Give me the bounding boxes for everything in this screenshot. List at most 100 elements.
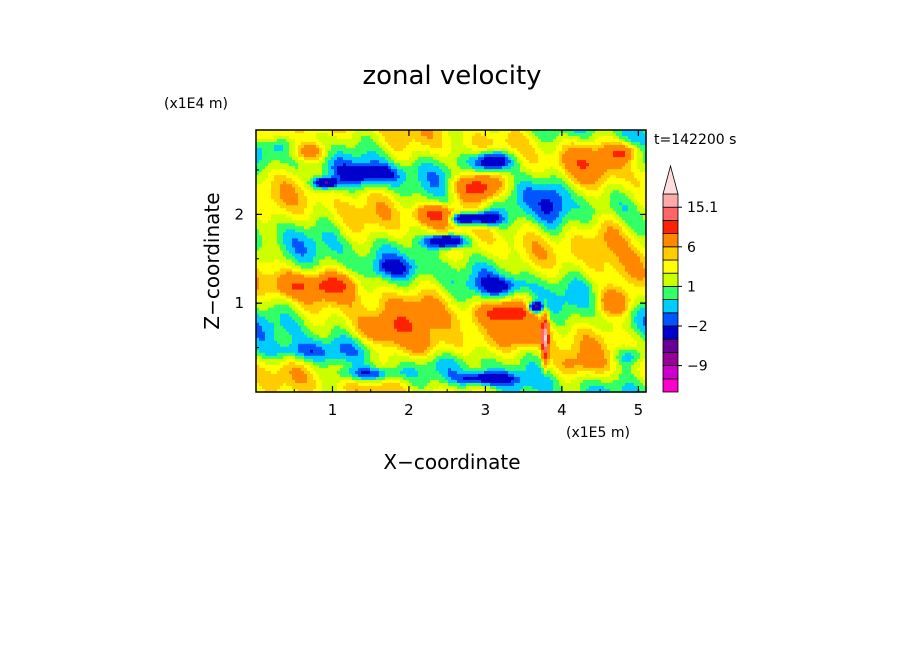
- field-cell: [304, 130, 308, 134]
- field-cell: [442, 148, 446, 152]
- field-cell: [343, 199, 347, 203]
- field-cell: [511, 193, 515, 197]
- field-cell: [424, 148, 428, 152]
- field-cell: [457, 145, 461, 149]
- field-cell: [448, 172, 452, 176]
- field-cell: [562, 220, 566, 224]
- field-cell: [403, 226, 407, 230]
- field-cell: [517, 226, 521, 230]
- field-cell: [499, 175, 503, 179]
- field-cell: [313, 133, 317, 137]
- field-cell: [271, 169, 275, 173]
- field-cell: [349, 157, 353, 161]
- field-cell: [385, 172, 389, 176]
- field-cell: [358, 169, 362, 173]
- field-cell: [493, 136, 497, 140]
- field-cell: [448, 139, 452, 143]
- field-cell: [313, 211, 317, 215]
- field-cell: [514, 223, 518, 227]
- field-cell: [283, 163, 287, 167]
- field-cell: [628, 199, 632, 203]
- field-cell: [460, 145, 464, 149]
- field-cell: [541, 241, 545, 246]
- field-cell: [274, 157, 278, 161]
- field-cell: [532, 241, 536, 246]
- field-cell: [256, 184, 260, 188]
- field-cell: [469, 160, 473, 164]
- field-cell: [460, 229, 464, 233]
- field-cell: [301, 154, 305, 158]
- field-cell: [343, 229, 347, 233]
- field-cell: [340, 160, 344, 164]
- field-cell: [406, 220, 410, 224]
- field-cell: [457, 133, 461, 137]
- field-cell: [490, 160, 494, 164]
- field-cell: [553, 136, 557, 140]
- field-cell: [328, 184, 332, 188]
- field-cell: [328, 145, 332, 149]
- field-cell: [355, 244, 359, 249]
- field-cell: [511, 208, 515, 212]
- field-cell: [301, 217, 305, 221]
- field-cell: [436, 205, 440, 209]
- field-cell: [628, 172, 632, 176]
- field-cell: [301, 157, 305, 161]
- field-cell: [469, 223, 473, 227]
- field-cell: [364, 229, 368, 233]
- field-cell: [298, 208, 302, 212]
- field-cell: [466, 199, 470, 203]
- field-cell: [346, 220, 350, 224]
- field-cell: [274, 175, 278, 179]
- field-cell: [592, 214, 596, 218]
- field-cell: [454, 166, 458, 170]
- field-cell: [478, 229, 482, 233]
- field-cell: [364, 139, 368, 143]
- field-cell: [637, 199, 641, 203]
- field-cell: [586, 172, 590, 176]
- field-cell: [427, 238, 431, 243]
- field-cell: [415, 142, 419, 146]
- field-cell: [271, 199, 275, 203]
- field-cell: [487, 193, 491, 197]
- field-cell: [625, 160, 629, 164]
- field-cell: [451, 193, 455, 197]
- field-cell: [583, 235, 587, 240]
- field-cell: [616, 172, 620, 176]
- field-cell: [259, 202, 263, 206]
- field-cell: [358, 187, 362, 191]
- field-cell: [583, 193, 587, 197]
- field-cell: [328, 220, 332, 224]
- field-cell: [430, 139, 434, 143]
- field-cell: [298, 190, 302, 194]
- field-cell: [550, 154, 554, 158]
- field-cell: [280, 184, 284, 188]
- field-cell: [412, 187, 416, 191]
- field-cell: [445, 166, 449, 170]
- field-cell: [433, 208, 437, 212]
- field-cell: [352, 223, 356, 227]
- field-cell: [304, 214, 308, 218]
- field-cell: [403, 172, 407, 176]
- field-cell: [487, 142, 491, 146]
- field-cell: [544, 163, 548, 167]
- field-cell: [469, 205, 473, 209]
- field-cell: [622, 211, 626, 215]
- field-cell: [625, 154, 629, 158]
- field-cell: [520, 130, 524, 134]
- field-cell: [331, 244, 335, 249]
- field-cell: [388, 139, 392, 143]
- field-cell: [295, 238, 299, 243]
- field-cell: [565, 175, 569, 179]
- field-cell: [505, 133, 509, 137]
- field-cell: [460, 202, 464, 206]
- field-cell: [616, 232, 620, 236]
- field-cell: [622, 151, 626, 155]
- field-cell: [496, 220, 500, 224]
- field-cell: [460, 193, 464, 197]
- field-cell: [619, 181, 623, 185]
- field-cell: [445, 238, 449, 243]
- field-cell: [550, 202, 554, 206]
- field-cell: [613, 241, 617, 246]
- field-cell: [457, 220, 461, 224]
- field-cell: [436, 169, 440, 173]
